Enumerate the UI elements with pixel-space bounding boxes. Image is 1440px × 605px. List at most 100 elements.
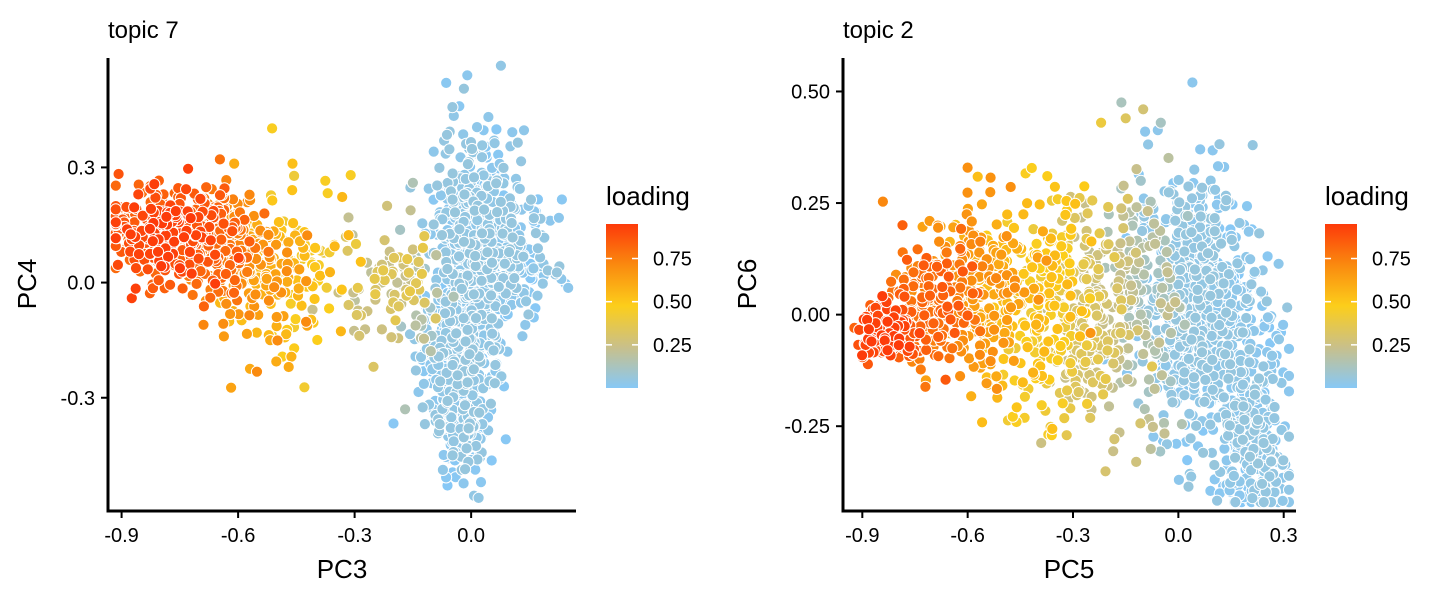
data-point [1245, 278, 1258, 291]
data-point [1144, 442, 1157, 456]
data-point [1218, 442, 1231, 455]
data-point [286, 157, 299, 170]
data-point [1134, 174, 1147, 187]
data-point [1188, 163, 1201, 176]
data-point [164, 278, 177, 291]
data-point [939, 373, 952, 386]
data-point [1206, 353, 1219, 366]
data-point [1257, 496, 1270, 509]
data-point [217, 217, 230, 230]
data-point [1021, 341, 1034, 354]
data-point [173, 262, 186, 275]
data-point [197, 318, 210, 331]
data-point [1240, 292, 1253, 305]
data-point [1045, 271, 1058, 284]
data-point [404, 204, 417, 217]
data-point [1117, 179, 1130, 192]
data-point [336, 190, 349, 204]
legend-title: loading [606, 181, 690, 211]
data-point [309, 241, 322, 254]
color-legend: loading 0.25 0.50 0.75 [1325, 181, 1411, 388]
data-point [984, 171, 997, 184]
data-point [409, 319, 422, 332]
data-point [966, 287, 979, 300]
data-point [555, 193, 569, 206]
data-point [228, 157, 241, 170]
data-point [270, 238, 283, 251]
data-point [919, 380, 932, 393]
data-point [1154, 297, 1167, 310]
data-point [387, 251, 401, 264]
data-point [1282, 369, 1296, 382]
data-point [1048, 299, 1061, 312]
data-point [168, 235, 181, 248]
data-point [513, 182, 526, 195]
data-point [1190, 419, 1203, 432]
data-point [418, 230, 431, 243]
data-point [344, 169, 357, 182]
data-point [287, 217, 300, 230]
data-point [412, 255, 425, 268]
data-point [1255, 285, 1268, 298]
data-point [467, 363, 480, 376]
data-point [1256, 477, 1269, 490]
chart-title: topic 7 [108, 17, 179, 44]
data-point [990, 218, 1003, 231]
data-point [1240, 200, 1254, 213]
data-point [1090, 309, 1104, 322]
data-point [457, 312, 470, 325]
data-point [930, 260, 944, 273]
data-point [319, 174, 332, 187]
data-point [1099, 372, 1112, 386]
data-point [1033, 198, 1046, 211]
data-point [520, 295, 533, 308]
data-point [515, 155, 528, 168]
data-point [1243, 343, 1256, 356]
data-point [289, 313, 302, 326]
data-point [441, 394, 454, 408]
data-point [966, 260, 979, 273]
data-point [402, 266, 415, 279]
data-point [1197, 446, 1210, 459]
data-point [946, 342, 959, 355]
data-point [129, 262, 143, 275]
data-point [1018, 390, 1032, 403]
data-point [488, 377, 501, 390]
data-point [403, 328, 417, 341]
data-point [132, 248, 145, 261]
data-point [475, 151, 489, 164]
data-point [403, 285, 417, 298]
data-point [920, 343, 933, 357]
data-point [974, 235, 987, 248]
data-point [1182, 180, 1195, 193]
legend-tick-label: 0.25 [1372, 335, 1411, 357]
data-point [431, 179, 444, 192]
data-point [1051, 354, 1064, 367]
data-point [954, 370, 967, 383]
data-point [1188, 263, 1202, 276]
data-point [227, 286, 241, 299]
data-point [1265, 455, 1278, 468]
data-point [1142, 138, 1155, 151]
data-point [323, 266, 337, 279]
data-point [243, 188, 256, 201]
data-point [385, 331, 398, 344]
data-point [490, 177, 503, 190]
data-point [446, 193, 459, 206]
data-point [1222, 268, 1236, 281]
data-point [1048, 180, 1062, 193]
data-point [1204, 289, 1217, 302]
data-point [491, 206, 504, 219]
data-point [914, 363, 927, 376]
data-point [1162, 151, 1175, 165]
data-point [1173, 196, 1186, 209]
data-point [1001, 313, 1014, 327]
data-point [1107, 445, 1120, 458]
data-point [368, 272, 381, 285]
data-point [1158, 427, 1171, 440]
legend-tick-label: 0.25 [653, 335, 692, 357]
data-point [155, 260, 168, 273]
x-tick-label: 0.3 [1270, 525, 1298, 547]
data-point [1199, 373, 1212, 386]
data-point [1149, 237, 1162, 250]
